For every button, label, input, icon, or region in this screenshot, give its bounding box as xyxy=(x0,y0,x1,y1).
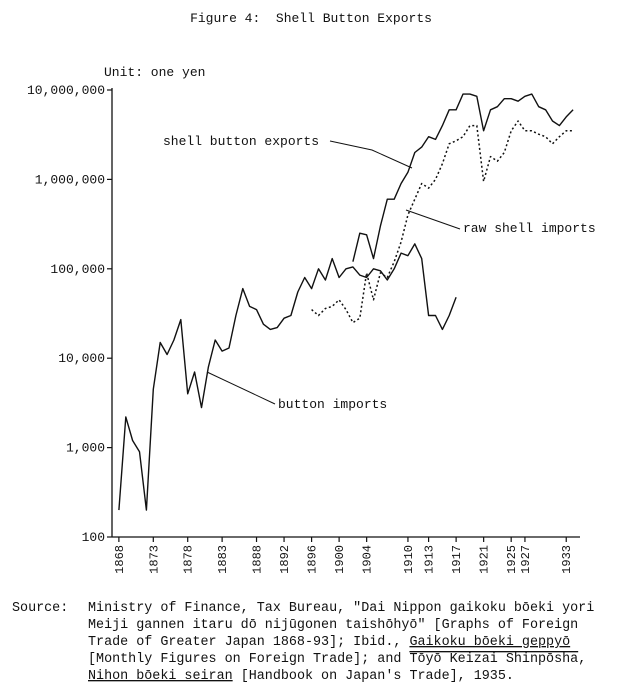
series-line xyxy=(352,93,574,262)
y-tick-label: 10,000 xyxy=(58,351,105,366)
y-axis-label: Unit: one yen xyxy=(104,65,205,80)
x-tick-label: 1883 xyxy=(216,545,230,574)
source-text: Trade of Greater Japan 1868-93]; Ibid., xyxy=(88,635,409,650)
series-label: raw shell imports xyxy=(463,221,596,236)
source-text: Ministry of Finance, Tax Bureau, "Dai Ni… xyxy=(88,601,594,616)
x-tick-label: 1878 xyxy=(182,545,196,574)
y-tick-label: 100,000 xyxy=(50,262,105,277)
leader-line xyxy=(405,209,461,230)
source-line: Ministry of Finance, Tax Bureau, "Dai Ni… xyxy=(88,601,594,616)
x-tick-label: 1910 xyxy=(402,545,416,574)
x-tick-label: 1917 xyxy=(450,545,464,574)
x-tick-label: 1904 xyxy=(361,545,375,574)
series-line xyxy=(118,243,457,511)
series-line xyxy=(311,120,574,324)
source-text: Meiji gannen itaru dō nijūgonen taishōhy… xyxy=(88,618,578,633)
y-tick-label: 100 xyxy=(82,530,105,545)
x-tick-label: 1896 xyxy=(306,545,320,574)
source-publisher: Tōyō Keizai Shinpōsha xyxy=(409,652,578,667)
leader-line xyxy=(206,371,276,405)
x-tick-label: 1927 xyxy=(519,545,533,574)
x-tick-label: 1913 xyxy=(423,545,437,574)
y-tick-label: 1,000,000 xyxy=(35,172,105,187)
source-line: [Monthly Figures on Foreign Trade]; and … xyxy=(88,652,586,667)
leader-line xyxy=(329,140,413,169)
x-tick-label: 1933 xyxy=(560,545,574,574)
x-tick-label: 1873 xyxy=(147,545,161,574)
source-line: Meiji gannen itaru dō nijūgonen taishōhy… xyxy=(88,618,578,633)
series-label: button imports xyxy=(278,397,387,412)
x-tick-label: 1925 xyxy=(505,545,519,574)
source-title: Nihon bōeki seiran xyxy=(88,669,233,684)
x-tick-label: 1900 xyxy=(333,545,347,574)
source-label: Source: xyxy=(12,601,68,616)
x-tick-label: 1888 xyxy=(251,545,265,574)
source-text: [Monthly Figures on Foreign Trade]; and xyxy=(88,652,409,667)
y-tick-label: 10,000,000 xyxy=(27,83,105,98)
source-line: Nihon bōeki seiran [Handbook on Japan's … xyxy=(88,669,514,684)
source-line: Trade of Greater Japan 1868-93]; Ibid., … xyxy=(88,635,570,650)
x-tick-label: 1868 xyxy=(113,545,127,574)
x-tick-label: 1921 xyxy=(478,545,492,574)
source-text: [Handbook on Japan's Trade], 1935. xyxy=(233,669,514,684)
x-tick-label: 1892 xyxy=(278,545,292,574)
y-tick-label: 1,000 xyxy=(66,441,105,456)
source-title: Gaikoku bōeki geppyō xyxy=(409,635,570,650)
series-label: shell button exports xyxy=(163,134,319,149)
source-text: , xyxy=(578,652,586,667)
chart-title: Figure 4: Shell Button Exports xyxy=(190,11,432,26)
